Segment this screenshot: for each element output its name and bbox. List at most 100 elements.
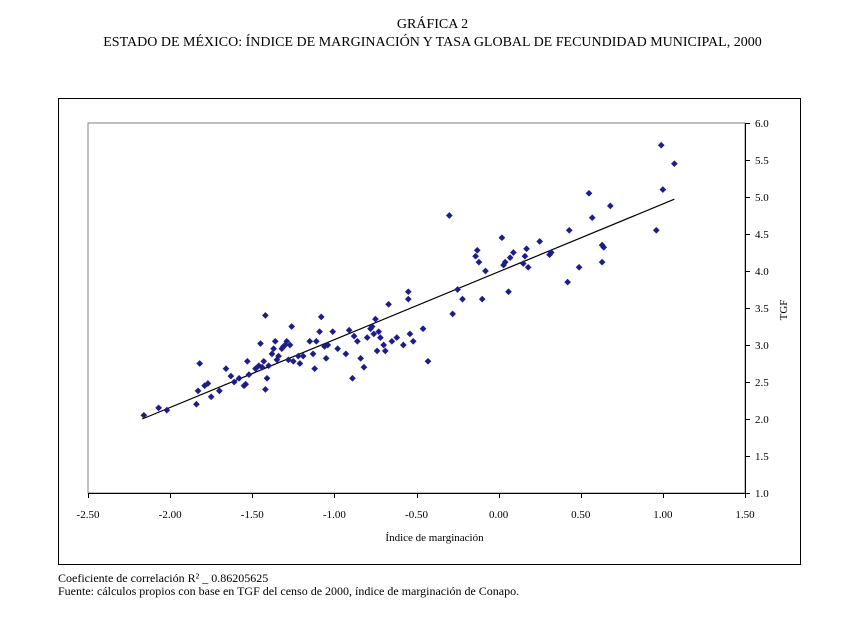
data-point	[235, 374, 243, 382]
data-point	[299, 352, 307, 360]
data-point	[283, 337, 291, 345]
correlation-note: Coeficiente de correlación R² _ 0.862056…	[58, 571, 269, 585]
x-tick-label: -2.50	[77, 509, 100, 521]
data-point	[424, 357, 432, 365]
y-tick-label: 3.5	[755, 303, 769, 315]
y-axis-label: TGF	[778, 300, 790, 321]
data-point	[399, 341, 407, 349]
data-point	[524, 263, 532, 271]
data-point	[357, 354, 365, 362]
data-point	[329, 328, 337, 336]
data-point	[445, 212, 453, 219]
y-tick-label: 2.5	[755, 377, 769, 389]
data-point	[230, 378, 238, 386]
data-point	[192, 400, 200, 408]
chart-frame: -2.50 -2.00 -1.50 -1.00 -0.50 0.00 0.50 1.00 1.5…	[58, 98, 801, 565]
data-point	[270, 345, 278, 353]
data-point	[519, 260, 527, 268]
data-point	[271, 337, 279, 345]
trendline-layer	[141, 198, 675, 420]
data-point	[322, 354, 330, 362]
x-axis-label: Índice de marginación	[385, 532, 484, 544]
data-point	[294, 352, 302, 360]
data-point	[316, 328, 324, 336]
data-point	[265, 362, 273, 370]
data-point	[289, 357, 297, 365]
data-point	[324, 341, 332, 349]
data-point	[375, 328, 383, 336]
chart-title: ESTADO DE MÉXICO: ÍNDICE DE MARGINACIÓN …	[103, 35, 762, 50]
data-point	[472, 252, 480, 260]
chart-caption: GRÁFICA 2	[396, 17, 469, 32]
data-point	[311, 365, 319, 373]
data-point	[588, 214, 596, 222]
data-point	[501, 258, 509, 266]
data-point	[459, 295, 466, 303]
data-point	[388, 337, 396, 345]
data-point	[406, 330, 414, 338]
data-point	[360, 363, 368, 371]
y-tick-label: 6.0	[755, 118, 769, 130]
data-point	[227, 372, 235, 380]
data-point	[419, 325, 427, 333]
data-point	[317, 313, 325, 321]
y-tick-label: 4.5	[755, 229, 769, 241]
data-point	[575, 263, 583, 271]
y-tick-label: 5.5	[755, 155, 769, 167]
x-tick-label: 0.00	[489, 509, 509, 521]
y-tick-label: 5.0	[755, 192, 769, 204]
data-point	[498, 234, 506, 242]
data-point	[372, 315, 379, 323]
data-point	[263, 374, 271, 382]
data-point	[242, 380, 250, 388]
data-point	[509, 249, 517, 256]
data-point	[473, 246, 481, 254]
y-tick-label: 1.0	[755, 488, 769, 500]
data-point	[393, 334, 401, 342]
data-point	[657, 141, 665, 149]
data-point	[215, 387, 223, 395]
data-point	[370, 330, 378, 338]
source-note: Fuente: cálculos propios con base en TGF…	[58, 584, 520, 598]
data-point	[506, 254, 514, 262]
data-point	[222, 365, 230, 373]
data-point	[309, 350, 317, 358]
data-point	[140, 411, 148, 419]
data-point	[163, 406, 171, 414]
data-point	[409, 337, 417, 345]
plot-area	[87, 122, 746, 494]
data-point	[454, 286, 461, 293]
data-point	[564, 278, 572, 286]
trendline	[141, 198, 675, 420]
x-tick-label: 0.50	[571, 509, 591, 521]
data-point	[288, 323, 296, 330]
data-point	[380, 341, 388, 349]
x-tick-label: 1.00	[653, 509, 673, 521]
data-point	[261, 311, 269, 319]
data-point	[312, 337, 320, 345]
data-point	[523, 245, 530, 253]
y-tick-label: 2.0	[755, 414, 769, 426]
data-point	[381, 347, 389, 355]
data-point	[257, 340, 264, 347]
data-point	[204, 380, 212, 387]
data-point	[404, 288, 412, 296]
data-point	[345, 326, 353, 334]
data-point	[245, 371, 253, 379]
data-point	[155, 404, 163, 412]
labels-layer: -2.50 -2.00 -1.50 -1.00 -0.50 0.00 0.50 1.00 1.5…	[77, 118, 790, 544]
scatter-chart: -2.50 -2.00 -1.50 -1.00 -0.50 0.00 0.50 1.00 1.5…	[77, 118, 790, 544]
data-point	[505, 288, 512, 296]
x-tick-label: -1.50	[241, 509, 264, 521]
data-point	[659, 186, 667, 194]
data-point	[376, 334, 384, 342]
data-point	[482, 267, 489, 275]
data-point	[261, 385, 269, 393]
data-point	[404, 295, 412, 303]
data-point	[342, 350, 350, 358]
footnotes: Coeficiente de correlación R² _ 0.862056…	[58, 572, 519, 598]
y-tick-label: 4.0	[755, 266, 769, 278]
data-point	[349, 374, 356, 382]
data-point	[449, 310, 457, 318]
data-point	[353, 337, 361, 345]
